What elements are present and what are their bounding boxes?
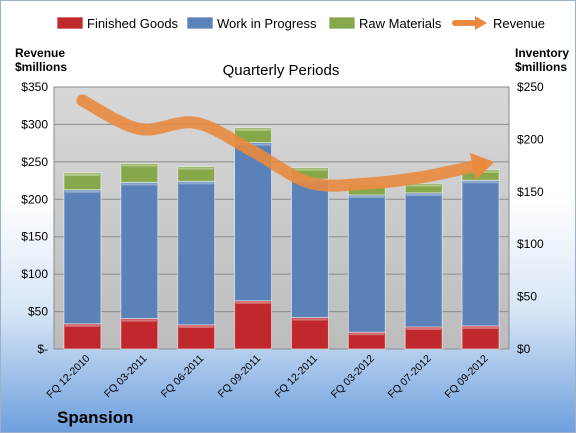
legend-swatch-raw-materials — [328, 16, 356, 30]
left-tick-label: $150 — [21, 230, 48, 244]
x-axis-ticks: FQ 12-2010 FQ 03-2011 FQ 06-2011 FQ 09-2011… — [44, 353, 490, 401]
left-axis-unit-label-line1: Revenue — [15, 46, 65, 60]
bars — [63, 127, 500, 350]
bar-raw-materials — [404, 182, 443, 194]
bar-highlight — [235, 143, 271, 146]
left-axis-unit-label-line2: $millions — [15, 60, 67, 74]
legend: Finished Goods Work in Progress Raw Materi… — [56, 16, 545, 31]
right-axis-unit-label-line2: $millions — [515, 60, 567, 74]
x-tick-label: FQ 07-2012 — [386, 353, 434, 401]
bar-highlight — [349, 333, 385, 336]
right-tick-label: $200 — [517, 132, 544, 146]
right-axis-ticks: $0 $50 $100 $150 $200 $250 — [517, 80, 544, 356]
bar-finished-goods — [290, 317, 329, 350]
left-tick-label: $350 — [21, 80, 48, 94]
x-tick-label: FQ 12-2011 — [272, 353, 320, 401]
bar-highlight — [349, 195, 385, 198]
bar-finished-goods — [63, 323, 102, 350]
bar-raw-materials — [177, 166, 216, 182]
legend-swatch-work-in-progress — [186, 16, 214, 30]
x-tick-label: FQ 12-2010 — [44, 353, 92, 401]
right-tick-label: $100 — [517, 237, 544, 251]
legend-label-finished-goods: Finished Goods — [87, 16, 179, 31]
bar-highlight — [235, 301, 271, 304]
right-axis-unit-label-line1: Inventory — [515, 46, 569, 60]
bar-highlight — [235, 128, 271, 131]
bar-work-in-progress — [290, 178, 329, 319]
left-tick-label: $300 — [21, 117, 48, 131]
bar-highlight — [64, 173, 100, 176]
right-tick-label: $50 — [517, 290, 537, 304]
bar-finished-goods — [120, 318, 159, 350]
x-tick-label: FQ 09-2012 — [443, 353, 491, 401]
bar-raw-materials — [63, 172, 102, 191]
right-tick-label: $0 — [517, 342, 531, 356]
legend-label-raw-materials: Raw Materials — [359, 16, 442, 31]
x-tick-label: FQ 06-2011 — [159, 353, 207, 401]
revenue-arrowhead — [469, 152, 495, 181]
left-tick-label: $250 — [21, 155, 48, 169]
x-tick-label: FQ 03-2012 — [329, 353, 377, 401]
bar-highlight — [178, 182, 214, 185]
bar-finished-goods — [404, 326, 443, 350]
x-tick-label: FQ 03-2011 — [102, 353, 150, 401]
bar-highlight — [178, 325, 214, 328]
bar-finished-goods — [177, 324, 216, 350]
bar-highlight — [463, 181, 499, 184]
bar-highlight — [406, 327, 442, 330]
bar-work-in-progress — [234, 142, 273, 302]
legend-arrow-revenue — [475, 16, 487, 30]
legend-swatch-finished-goods — [56, 16, 84, 30]
chart-subtitle: Quarterly Periods — [223, 62, 340, 79]
left-axis-ticks: $- $50 $100 $150 $200 $250 $300 $350 — [21, 80, 48, 356]
right-tick-label: $150 — [517, 185, 544, 199]
bar-work-in-progress — [404, 192, 443, 328]
company-name: Spansion — [57, 408, 134, 427]
bar-highlight — [121, 183, 157, 186]
bar-highlight — [121, 164, 157, 167]
bar-highlight — [121, 319, 157, 322]
bar-work-in-progress — [177, 180, 216, 326]
bar-highlight — [292, 318, 328, 321]
bar-work-in-progress — [63, 189, 102, 325]
left-tick-label: $- — [37, 342, 48, 356]
bar-work-in-progress — [120, 181, 159, 320]
bar-work-in-progress — [347, 194, 386, 333]
left-tick-label: $50 — [28, 305, 48, 319]
left-tick-label: $100 — [21, 267, 48, 281]
bar-highlight — [463, 326, 499, 329]
bar-highlight — [406, 184, 442, 187]
right-tick-label: $250 — [517, 80, 544, 94]
x-tick-label: FQ 09-2011 — [216, 353, 264, 401]
bar-finished-goods — [234, 300, 273, 350]
bar-finished-goods — [461, 325, 500, 350]
legend-label-revenue: Revenue — [493, 16, 545, 31]
bar-highlight — [64, 324, 100, 327]
bar-highlight — [178, 167, 214, 170]
bar-highlight — [292, 168, 328, 171]
revenue-line-path — [76, 94, 487, 192]
left-tick-label: $200 — [21, 192, 48, 206]
bar-raw-materials — [120, 163, 159, 183]
bar-work-in-progress — [461, 179, 500, 327]
bar-highlight — [406, 193, 442, 196]
bar-highlight — [64, 190, 100, 193]
legend-label-work-in-progress: Work in Progress — [217, 16, 317, 31]
revenue-line — [76, 94, 495, 192]
